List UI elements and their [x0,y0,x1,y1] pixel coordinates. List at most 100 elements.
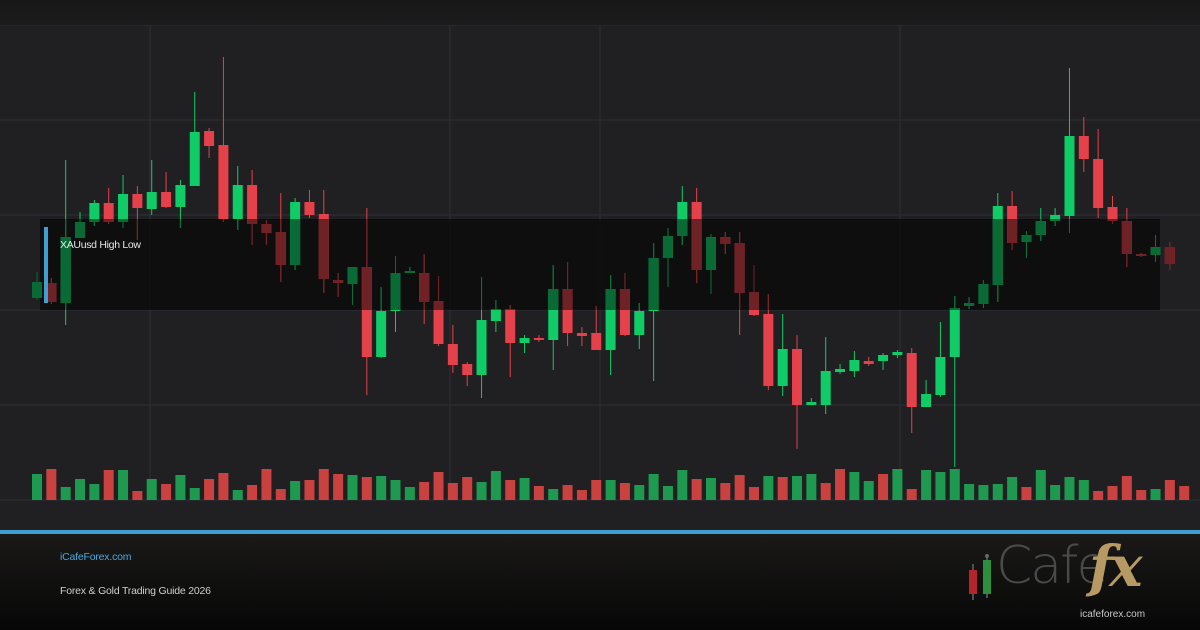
volume-bar [447,483,458,500]
logo-fx-mark: fx [1089,534,1143,600]
candle [232,166,243,230]
candle [1021,231,1032,258]
volume-bar [777,477,788,500]
volume-bar [1107,486,1118,500]
volume-bar [490,471,501,500]
candle [462,362,473,386]
candle [720,232,731,254]
volume-bar [275,489,286,500]
volume-bar [46,469,57,500]
site-link[interactable]: iCafeForex.com [60,551,132,563]
candle [490,300,501,332]
volume-bar [1179,486,1190,500]
volume-bar [60,487,71,500]
volume-bar [1007,477,1018,500]
candle [46,278,57,304]
volume-bar [75,479,86,500]
candle [835,364,846,374]
volume-bar [433,472,444,500]
candle [60,160,71,325]
candle [447,325,458,373]
volume-bar [992,484,1003,500]
volume-bar [161,484,172,500]
candle [1136,253,1147,257]
candle [634,303,645,349]
candle [361,208,372,395]
volume-bar [562,485,573,500]
volume-bar [1164,480,1175,500]
candle [662,228,673,287]
accent-divider [0,530,1200,534]
volume-bar [361,477,372,500]
volume-bar [1121,476,1132,500]
candle [118,175,129,228]
volume-bar [605,480,616,500]
candle [705,234,716,294]
volume-bar [204,479,215,500]
volume-bar [949,469,960,500]
volume-bar [1021,487,1032,500]
volume-bar [376,476,387,500]
candle [146,160,157,215]
candle [619,273,630,336]
candle [304,190,315,218]
candle [1050,208,1061,226]
candle [892,350,903,358]
volume-bar [964,484,975,500]
volume-bar [103,470,114,500]
volume-bar [189,488,200,500]
candle [677,186,688,245]
candle [218,57,229,222]
candle [103,188,114,224]
candle [1121,208,1132,267]
candle [32,272,42,300]
candle [605,275,616,375]
volume-bar [1035,470,1046,500]
candle [935,322,946,397]
volume-bar [318,469,329,500]
volume-bar [576,490,587,500]
candle [648,243,659,381]
legend-label: XAUusd High Low [60,239,141,251]
volume-bar [1136,490,1147,500]
candle [691,188,702,283]
logo-url: icafeforex.com [1080,609,1146,620]
candle [419,254,430,324]
candle [247,170,258,245]
volume-bar [462,477,473,500]
volume-bar [347,475,358,500]
candle [820,337,831,414]
candle [333,273,344,297]
candle [591,306,602,350]
footer: iCafeForex.com Forex & Gold Trading Guid… [0,534,1200,630]
candle [261,220,272,245]
volume-bar [677,470,688,500]
volume-bar [720,483,731,500]
volume-bar [232,490,243,500]
volume-bar [591,480,602,500]
candle [318,190,329,293]
candlestick-chart[interactable] [0,25,1200,530]
legend-marker [44,227,48,303]
volume-bar [634,485,645,500]
volume-bar [648,474,659,500]
candle [548,265,559,370]
volume-bar [849,472,860,500]
chart-canvas [0,25,1200,501]
volume-bar [118,470,129,500]
candle [878,353,889,370]
guide-title: Forex & Gold Trading Guide 2026 [60,585,211,597]
candle [476,277,487,398]
volume-bar [892,469,903,500]
candle [777,314,788,396]
volume-bar [863,481,874,500]
candle [734,232,745,335]
volume-bar [734,475,745,500]
candle [404,267,415,273]
candle [275,193,286,282]
volume-bar [304,480,315,500]
candlestick-logo-icon [969,554,991,600]
candle [576,327,587,346]
volume-bar [419,482,430,500]
candle [849,351,860,377]
